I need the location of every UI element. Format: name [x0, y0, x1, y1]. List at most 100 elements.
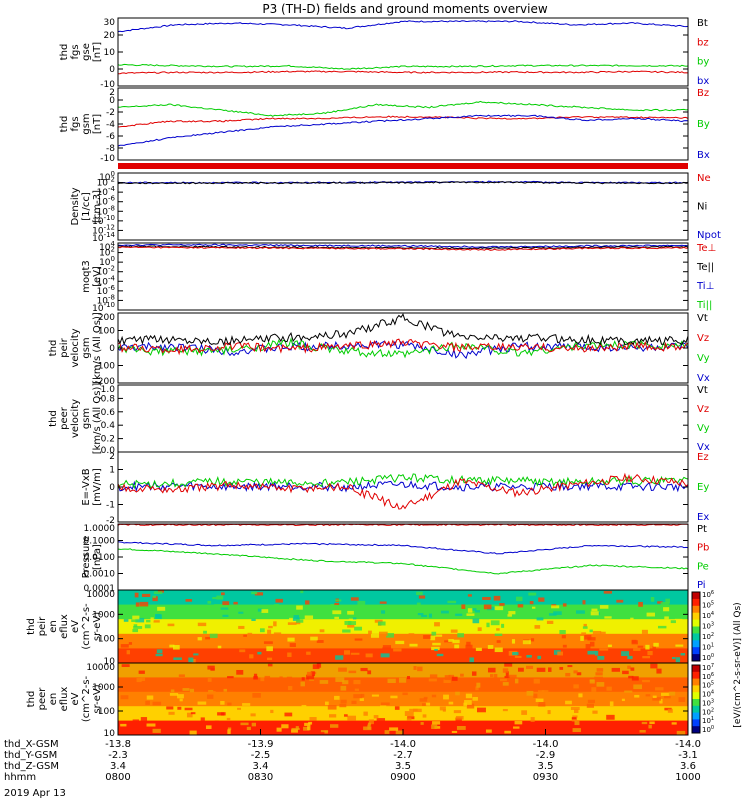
- colorbar-label: [eV/(cm^2-s-sr-eV)] (All Qs): [733, 602, 743, 727]
- series-line-Vz: [118, 338, 689, 356]
- heatmap-cell: [178, 674, 185, 677]
- heatmap-band: [118, 648, 688, 664]
- heatmap-cell: [514, 655, 522, 658]
- orbit-row-value: -3.1: [678, 750, 698, 761]
- heatmap-cell: [656, 668, 662, 674]
- heatmap-cell: [512, 651, 519, 656]
- orbit-row-value: 3.5: [538, 761, 554, 772]
- heatmap-cell: [517, 667, 524, 672]
- y-tick-label: 2: [109, 88, 115, 98]
- legend-entry-Vz: Vz: [697, 404, 709, 415]
- heatmap-cell: [309, 717, 317, 721]
- panel-peer_eflux: 10000 1000 100 10 thd peer en eflux eV (cm^2-s-sr…: [26, 662, 689, 739]
- colorbar-tick-exp: 5: [711, 601, 714, 607]
- y-tick-label: 1.0: [101, 385, 116, 395]
- heatmap-cell: [141, 593, 151, 597]
- heatmap-cell: [496, 628, 500, 631]
- legend-entry-Pb: Pb: [697, 543, 709, 554]
- heatmap-cell: [521, 710, 528, 715]
- heatmap-cell: [251, 722, 256, 727]
- legend-entry-Vz: Vz: [697, 333, 709, 344]
- heatmap-cell: [221, 592, 225, 596]
- y-tick-label: -6: [106, 132, 115, 142]
- heatmap-cell: [607, 644, 612, 647]
- heatmap-cell: [360, 693, 365, 698]
- y-tick-label: 0.6: [101, 408, 116, 418]
- heatmap-cell: [138, 670, 145, 674]
- heatmap-cell: [316, 663, 322, 668]
- series-line-by: [117, 63, 689, 70]
- y-axis-label: [km/s (All Qs)]: [92, 383, 103, 455]
- heatmap-cell: [136, 678, 142, 683]
- heatmap-cell: [413, 666, 417, 670]
- heatmap-cell: [616, 599, 624, 603]
- heatmap-cell: [606, 714, 615, 720]
- heatmap-cell: [120, 695, 129, 700]
- heatmap-cell: [418, 595, 426, 599]
- heatmap-cell: [471, 671, 477, 676]
- legend-entry-Bz: Bz: [697, 88, 709, 99]
- colorbar-tick-exp: 5: [711, 681, 714, 687]
- heatmap-cell: [238, 625, 245, 629]
- colorbar-segment: [692, 654, 700, 662]
- heatmap-cell: [242, 703, 251, 706]
- heatmap-cell: [387, 678, 396, 683]
- y-axis-label: [nPa]: [92, 544, 103, 570]
- orbit-row-value: -2.3: [108, 750, 128, 761]
- heatmap-cell: [595, 672, 603, 676]
- heatmap-cell: [652, 695, 657, 699]
- y-tick-label: 2: [109, 452, 115, 462]
- heatmap-cell: [329, 714, 337, 718]
- heatmap-cell: [306, 674, 315, 680]
- heatmap-cell: [416, 591, 423, 595]
- heatmap-cell: [434, 634, 443, 637]
- heatmap-cell: [275, 598, 283, 603]
- colorbar-tick-label: 101: [702, 643, 714, 652]
- heatmap-cell: [536, 667, 546, 672]
- heatmap-cell: [406, 676, 411, 680]
- heatmap-cell: [493, 595, 501, 601]
- heatmap-cell: [465, 644, 473, 650]
- orbit-row-value: 3.4: [110, 761, 126, 772]
- heatmap-cell: [347, 715, 357, 721]
- heatmap-cell: [501, 623, 505, 628]
- series-line-Te⊥: [117, 246, 689, 251]
- heatmap-cell: [144, 624, 151, 629]
- colorbar-segment: [692, 598, 700, 607]
- heatmap-cell: [304, 722, 311, 726]
- heatmap-cell: [606, 686, 612, 691]
- panel-frame: [117, 242, 689, 311]
- y-tick-label: 100: [98, 707, 115, 717]
- series-line-Bt: [117, 20, 689, 33]
- y-tick-label: -10: [100, 80, 115, 90]
- heatmap-cell: [475, 686, 479, 691]
- heatmap-cell: [448, 674, 455, 680]
- heatmap-cell: [439, 706, 446, 711]
- heatmap-cell: [514, 720, 523, 725]
- heatmap-cell: [536, 617, 544, 621]
- heatmap-cell: [670, 620, 676, 624]
- heatmap-cell: [301, 704, 307, 709]
- heatmap-cell: [534, 625, 541, 629]
- heatmap-cell: [431, 694, 437, 698]
- heatmap-cell: [425, 702, 431, 706]
- heatmap-cell: [190, 712, 196, 715]
- colorbar-segment: [692, 685, 700, 693]
- heatmap-cell: [193, 653, 199, 656]
- heatmap-cell: [530, 717, 535, 722]
- heatmap-cell: [399, 677, 407, 683]
- heatmap-cell: [177, 694, 184, 699]
- heatmap-cell: [465, 693, 473, 699]
- heatmap-cell: [353, 679, 361, 685]
- heatmap-cell: [291, 729, 298, 733]
- heatmap-cell: [223, 688, 228, 692]
- heatmap-cell: [227, 729, 231, 734]
- heatmap-cell: [641, 629, 648, 634]
- quality-flag-bar: [118, 163, 688, 169]
- heatmap-cell: [207, 600, 212, 604]
- heatmap-cell: [502, 682, 509, 686]
- heatmap-cell: [368, 630, 372, 636]
- y-tick-label: 0.0: [101, 446, 116, 456]
- y-tick-label: 0.0010: [84, 570, 116, 580]
